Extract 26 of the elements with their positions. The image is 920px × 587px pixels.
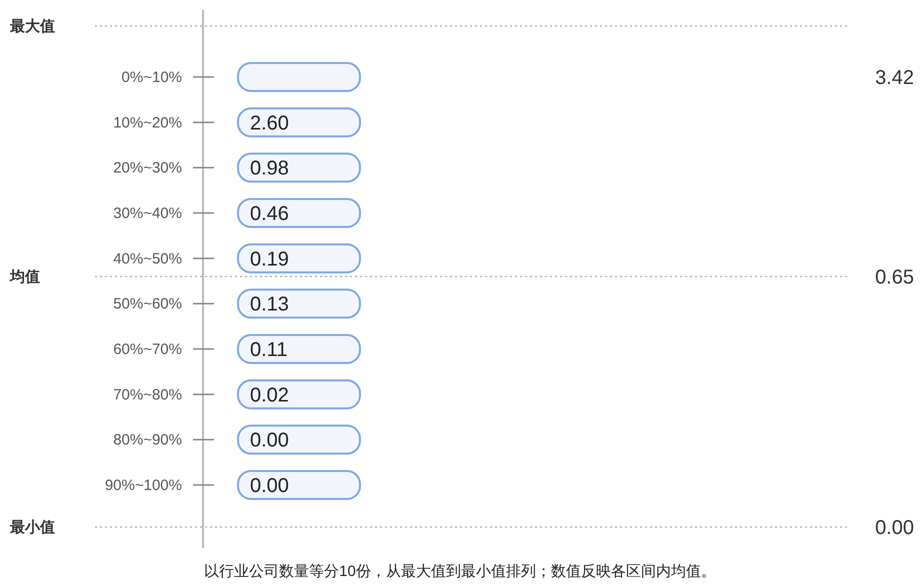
data-label: 0.19 <box>250 248 289 270</box>
data-label: 0.13 <box>250 294 289 316</box>
category-label: 80%~90% <box>113 432 182 449</box>
data-label: 2.60 <box>250 112 289 134</box>
text: 最大值 <box>9 18 55 35</box>
data-label: 0.46 <box>250 203 289 225</box>
category-label: 50%~60% <box>113 296 182 313</box>
category-label: 10%~20% <box>113 114 182 132</box>
text: 最小值 <box>9 519 55 536</box>
data-label: 0.98 <box>250 158 289 180</box>
category-label: 30%~40% <box>113 205 182 222</box>
text: 均值 <box>9 268 40 286</box>
text: 以行业公司数量等分10份，从最大值到最小值排列；数值反映各区间内均值。 <box>204 563 716 580</box>
category-label: 90%~100% <box>104 477 182 494</box>
category-label: 40%~50% <box>113 250 182 268</box>
category-label: 0%~10% <box>122 69 182 86</box>
category-label: 60%~70% <box>113 341 182 358</box>
category-label: 70%~80% <box>113 386 182 404</box>
text: 3.42 <box>875 67 914 89</box>
data-label: 0.00 <box>250 475 289 497</box>
category-label: 20%~30% <box>113 160 182 177</box>
text: 0.00 <box>875 517 914 539</box>
data-label: 0.00 <box>250 430 289 452</box>
data-label: 0.11 <box>250 339 288 361</box>
text: 0.65 <box>875 266 914 288</box>
data-label: 0.02 <box>250 384 289 406</box>
